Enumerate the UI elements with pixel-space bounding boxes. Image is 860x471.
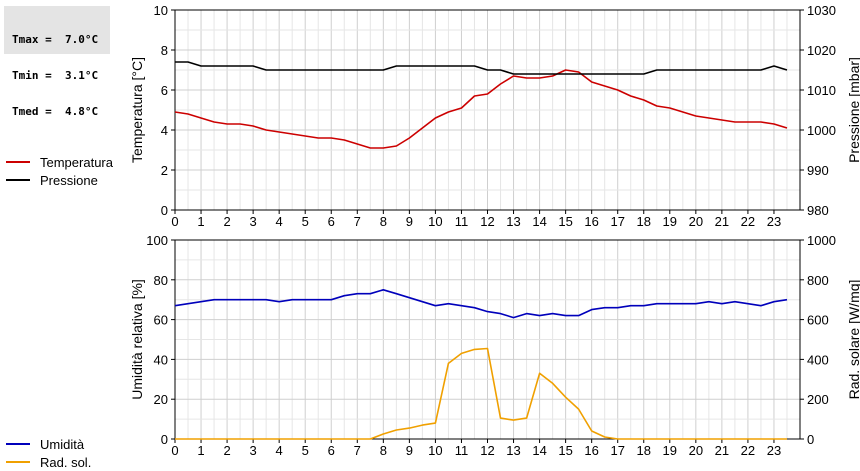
top-x-tick-label: 1 [197, 214, 204, 229]
top-y-right-tick-label: 990 [807, 163, 829, 178]
bottom-y-right-tick-label: 400 [807, 352, 829, 367]
bottom-y-tick-label: 80 [154, 273, 168, 288]
legend-item-umidita: Umidità [6, 435, 91, 453]
bottom-y-right-tick-label: 0 [807, 432, 814, 447]
top-x-tick-label: 7 [354, 214, 361, 229]
legend-item-temperatura: Temperatura [6, 153, 113, 171]
top-x-tick-label: 11 [455, 214, 469, 229]
top-x-tick-label: 0 [171, 214, 178, 229]
top-x-tick-label: 12 [480, 214, 494, 229]
top-y-right-tick-label: 1000 [807, 123, 836, 138]
bottom-x-tick-label: 17 [610, 443, 624, 458]
bottom-x-tick-label: 12 [480, 443, 494, 458]
top-x-tick-label: 15 [558, 214, 572, 229]
top-x-tick-label: 2 [223, 214, 230, 229]
top-x-tick-label: 13 [506, 214, 520, 229]
bottom-y-tick-label: 60 [154, 313, 168, 328]
legend-top: Temperatura Pressione [6, 153, 113, 189]
stat-tmax: Tmax = 7.0°C [12, 33, 99, 46]
legend-label-umidita: Umidità [40, 436, 85, 452]
bottom-x-tick-label: 9 [406, 443, 413, 458]
top-x-tick-label: 23 [767, 214, 781, 229]
top-x-tick-label: 3 [250, 214, 257, 229]
bottom-x-tick-label: 7 [354, 443, 361, 458]
bottom-x-tick-label: 15 [558, 443, 572, 458]
bottom-y-tick-label: 40 [154, 352, 168, 367]
top-x-tick-label: 9 [406, 214, 413, 229]
legend-swatch-radsol [6, 461, 30, 463]
bottom-x-tick-label: 10 [428, 443, 442, 458]
top-x-tick-label: 4 [276, 214, 283, 229]
bottom-x-tick-label: 5 [302, 443, 309, 458]
bottom-x-tick-label: 19 [663, 443, 677, 458]
bottom-x-tick-label: 2 [223, 443, 230, 458]
bottom-x-tick-label: 21 [715, 443, 729, 458]
top-y-tick-label: 10 [154, 3, 168, 18]
charts-canvas: 0 1 2 3 4 5 6 7 8 9 10 11 12 13 14 15 16 17 18 19 20 21 22 2302… [129, 3, 860, 458]
top-x-tick-label: 16 [584, 214, 598, 229]
chart-humidity-radiation: 0 1 2 3 4 5 6 7 8 9 10 11 12 13 14 15 16 17 18 19 20 21 22 2302… [129, 233, 860, 458]
bottom-x-tick-label: 11 [455, 443, 469, 458]
bottom-x-tick-label: 20 [689, 443, 703, 458]
legend-swatch-pressione [6, 179, 30, 181]
bottom-y-right-axis-label: Rad. solare [W/mq] [846, 280, 860, 400]
top-y-right-tick-label: 1020 [807, 43, 836, 58]
top-x-tick-label: 20 [689, 214, 703, 229]
chart-temperature-pressure: 0 1 2 3 4 5 6 7 8 9 10 11 12 13 14 15 16 17 18 19 20 21 22 2302… [129, 3, 860, 229]
top-x-tick-label: 19 [663, 214, 677, 229]
top-x-tick-label: 14 [532, 214, 546, 229]
bottom-x-tick-label: 13 [506, 443, 520, 458]
top-x-tick-label: 22 [741, 214, 755, 229]
top-x-tick-label: 8 [380, 214, 387, 229]
top-y-right-tick-label: 1010 [807, 83, 836, 98]
top-y-right-axis-label: Pressione [mbar] [846, 57, 860, 163]
top-x-tick-label: 17 [610, 214, 624, 229]
legend-item-pressione: Pressione [6, 171, 113, 189]
stat-tmin: Tmin = 3.1°C [12, 69, 99, 82]
top-y-tick-label: 6 [161, 83, 168, 98]
top-y-axis-label: Temperatura [°C] [129, 57, 145, 163]
top-x-tick-label: 18 [637, 214, 651, 229]
bottom-y-tick-label: 100 [146, 233, 168, 248]
top-x-tick-label: 21 [715, 214, 729, 229]
top-x-tick-label: 10 [428, 214, 442, 229]
top-y-tick-label: 0 [161, 203, 168, 218]
legend-swatch-umidita [6, 443, 30, 445]
bottom-y-right-tick-label: 1000 [807, 233, 836, 248]
legend-label-temperatura: Temperatura [40, 154, 113, 170]
top-y-tick-label: 8 [161, 43, 168, 58]
bottom-y-tick-label: 0 [161, 432, 168, 447]
bottom-series-umidit [174, 288, 788, 319]
top-series-temperatura [174, 69, 788, 149]
bottom-x-tick-label: 8 [380, 443, 387, 458]
legend-swatch-temperatura [6, 161, 30, 163]
top-x-tick-label: 5 [302, 214, 309, 229]
bottom-y-right-tick-label: 200 [807, 392, 829, 407]
top-y-right-tick-label: 1030 [807, 3, 836, 18]
bottom-y-right-tick-label: 800 [807, 273, 829, 288]
bottom-y-tick-label: 20 [154, 392, 168, 407]
top-y-tick-label: 2 [161, 163, 168, 178]
bottom-x-tick-label: 0 [171, 443, 178, 458]
bottom-x-tick-label: 14 [532, 443, 546, 458]
legend-label-pressione: Pressione [40, 172, 98, 188]
stats-box: Tmax = 7.0°C Tmin = 3.1°C Tmed = 4.8°C [4, 6, 110, 118]
bottom-x-tick-label: 22 [741, 443, 755, 458]
bottom-x-tick-label: 3 [250, 443, 257, 458]
bottom-y-right-tick-label: 600 [807, 313, 829, 328]
bottom-x-tick-label: 4 [276, 443, 283, 458]
bottom-x-tick-label: 1 [197, 443, 204, 458]
bottom-x-tick-label: 23 [767, 443, 781, 458]
top-series-pressione [175, 61, 788, 75]
bottom-x-tick-label: 6 [328, 443, 335, 458]
bottom-series-rad-sol [175, 347, 787, 440]
bottom-y-axis-label: Umidità relativa [%] [129, 279, 145, 400]
top-y-tick-label: 4 [161, 123, 168, 138]
stat-tmed: Tmed = 4.8°C [12, 105, 99, 118]
bottom-x-tick-label: 18 [637, 443, 651, 458]
top-y-right-tick-label: 980 [807, 203, 829, 218]
bottom-x-tick-label: 16 [584, 443, 598, 458]
top-x-tick-label: 6 [328, 214, 335, 229]
